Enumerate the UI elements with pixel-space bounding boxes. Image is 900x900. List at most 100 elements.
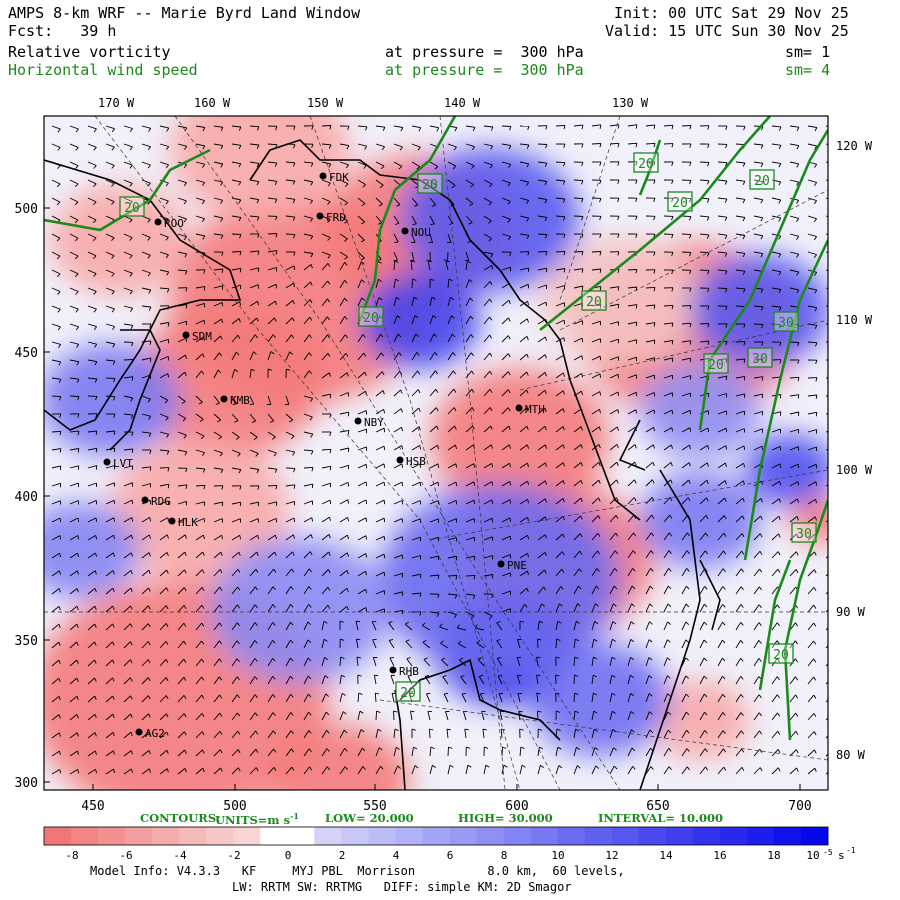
plot-frame: [43, 115, 829, 791]
right-longitude-label: 120 W: [836, 139, 873, 153]
vorticity-map: 20 20 20 20 20 20 20 20 30 30 30 20 20 ROO FRD FDK NOU SD…: [44, 116, 828, 790]
field2-sm: sm= 4: [785, 61, 831, 79]
x-tick-label: 450: [81, 799, 104, 814]
colorbar-tick-label: -2: [227, 849, 240, 862]
y-tick-label: 400: [15, 490, 38, 505]
colorbar-tick-label: 16: [713, 849, 726, 862]
station-marker: PNE: [497, 559, 527, 572]
colorbar-tick-label: 10: [551, 849, 564, 862]
field1-sm: sm= 1: [785, 43, 831, 61]
colorbar-tick-label: 18: [767, 849, 780, 862]
colorbar-band: [449, 827, 477, 845]
top-longitude-label: 130 W: [612, 96, 649, 110]
station-marker: MTH: [515, 403, 545, 416]
contour-value-label: 20: [395, 681, 421, 702]
contour-high: HIGH= 30.000: [458, 811, 553, 825]
valid-time: Valid: 15 UTC Sun 30 Nov 25: [605, 22, 849, 40]
contour-value-label: 20: [768, 643, 794, 664]
colorbar-band: [611, 827, 640, 845]
colorbar-band: [422, 827, 450, 845]
top-longitude-label: 150 W: [307, 96, 344, 110]
colorbar-band: [503, 827, 531, 845]
svg-text:KMB: KMB: [230, 394, 250, 407]
colorbar-band: [476, 827, 504, 845]
station-marker: LVT: [103, 457, 133, 470]
colorbar-unit-suffix-exp: -1: [846, 846, 856, 855]
svg-text:HLK: HLK: [178, 516, 198, 529]
colorbar-band: [773, 827, 802, 845]
contour-value-label: 20: [358, 306, 384, 327]
colorbar-band: [557, 827, 585, 845]
model-info-line1: Model Info: V4.3.3 KF MYJ PBL Morrison 8…: [90, 864, 625, 878]
x-tick-label: 600: [505, 799, 528, 814]
colorbar-band: [665, 827, 694, 845]
colorbar-band: [44, 827, 72, 845]
svg-text:AG2: AG2: [145, 727, 165, 740]
colorbar-band: [719, 827, 748, 845]
x-tick-label: 650: [646, 799, 669, 814]
colorbar-tick-label: -6: [119, 849, 132, 862]
colorbar-tick-label: 0: [285, 849, 292, 862]
svg-text:MTH: MTH: [525, 403, 545, 416]
svg-text:PNE: PNE: [507, 559, 527, 572]
colorbar-band: [692, 827, 721, 845]
colorbar-band: [341, 827, 369, 845]
x-tick-label: 700: [788, 799, 811, 814]
right-longitude-label: 110 W: [836, 313, 873, 327]
contour-value-label: 30: [773, 311, 799, 332]
contour-value-label: 20: [749, 169, 775, 190]
contour-value-label: 20: [581, 290, 607, 311]
top-longitude-label: 170 W: [98, 96, 135, 110]
y-tick-label: 500: [15, 202, 38, 217]
svg-text:20: 20: [422, 178, 438, 193]
colorbar-band: [800, 827, 829, 845]
svg-text:20: 20: [773, 648, 789, 663]
colorbar-band: [638, 827, 667, 845]
svg-text:20: 20: [672, 196, 688, 211]
contour-value-label: 20: [417, 173, 443, 194]
colorbar-tick-label: 10: [806, 849, 819, 862]
station-marker: RDG: [141, 495, 171, 508]
forecast-hour: Fcst: 39 h: [8, 22, 117, 40]
top-longitude-label: 140 W: [444, 96, 481, 110]
station-marker: KMB: [220, 394, 250, 407]
station-marker: FDK: [319, 171, 349, 184]
colorbar-band: [152, 827, 180, 845]
right-longitude-label: 80 W: [836, 748, 866, 762]
colorbar-band: [206, 827, 234, 845]
x-tick-label: 500: [223, 799, 246, 814]
svg-text:20: 20: [586, 295, 602, 310]
svg-text:RHB: RHB: [399, 665, 419, 678]
contour-value-label: 20: [667, 191, 693, 212]
contour-label: CONTOURS:: [140, 811, 221, 825]
svg-text:SDM: SDM: [192, 330, 212, 343]
colorbar-band: [287, 827, 315, 845]
svg-text:30: 30: [778, 316, 794, 331]
station-marker: AG2: [135, 727, 165, 740]
colorbar-band: [530, 827, 558, 845]
colorbar-band: [584, 827, 613, 845]
colorbar-band: [125, 827, 153, 845]
colorbar-tick-label: 14: [659, 849, 673, 862]
svg-text:FRD: FRD: [326, 211, 346, 224]
colorbar-tick-label: 6: [447, 849, 454, 862]
y-tick-label: 350: [15, 634, 38, 649]
field1-level: at pressure = 300 hPa: [385, 43, 584, 61]
contour-interval: INTERVAL= 10.000: [598, 811, 724, 825]
colorbar-band: [98, 827, 126, 845]
colorbar-tick-label: -8: [65, 849, 78, 862]
station-marker: NOU: [401, 226, 431, 239]
contour-value-label: 20: [633, 152, 659, 173]
svg-text:HSB: HSB: [406, 455, 426, 468]
colorbar-unit: s: [838, 849, 845, 862]
svg-text:20: 20: [363, 311, 379, 326]
svg-text:20: 20: [124, 201, 140, 216]
colorbar-tick-label: 12: [605, 849, 618, 862]
colorbar-band: [395, 827, 423, 845]
model-info-line2: LW: RRTM SW: RRTMG DIFF: simple KM: 2D S…: [232, 880, 572, 894]
contour-value-label: 30: [791, 522, 817, 543]
right-longitude-label: 90 W: [836, 605, 866, 619]
y-tick-label: 450: [15, 346, 38, 361]
chart-title: AMPS 8-km WRF -- Marie Byrd Land Window: [8, 4, 361, 22]
